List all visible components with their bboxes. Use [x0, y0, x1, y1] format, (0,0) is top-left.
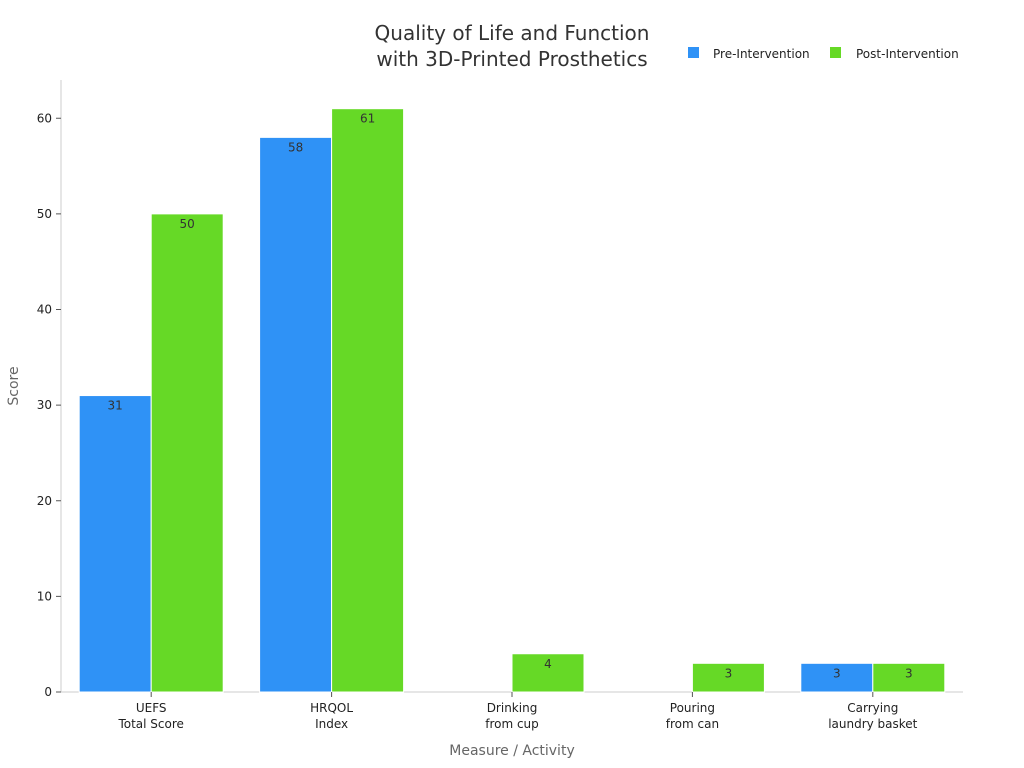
x-tick-label: from can [666, 717, 719, 731]
bar-value-label: 61 [360, 112, 375, 126]
y-ticks: 0 10 20 30 40 50 60 [37, 111, 61, 699]
bar-post [872, 662, 946, 693]
x-tick-label: Total Score [117, 717, 183, 731]
x-tick-label: HRQOL [310, 701, 353, 715]
bar-value-label: 58 [288, 140, 303, 154]
y-tick-label: 10 [37, 589, 52, 603]
chart-title-line-1: Quality of Life and Function [375, 21, 650, 45]
bar-value-label: 31 [108, 399, 123, 413]
x-tick-label: laundry basket [828, 717, 917, 731]
y-axis-label: Score [6, 366, 22, 405]
y-tick-label: 50 [37, 207, 52, 221]
bar-value-label: 50 [180, 217, 195, 231]
bar-post [331, 108, 405, 693]
legend-swatch-post [830, 47, 841, 58]
y-tick-label: 0 [44, 685, 52, 699]
bar-pre [78, 395, 152, 693]
legend-swatch-pre [688, 47, 699, 58]
y-tick-label: 20 [37, 494, 52, 508]
bars: 31 50 58 61 4 3 3 3 [78, 108, 946, 693]
legend-label-pre: Pre-Intervention [713, 47, 810, 61]
y-tick-label: 30 [37, 398, 52, 412]
x-axis-label: Measure / Activity [449, 743, 574, 759]
x-tick-label: UEFS [136, 701, 167, 715]
x-tick-label: from cup [485, 717, 539, 731]
x-tick-label: Carrying [847, 701, 898, 715]
bar-value-label: 4 [544, 657, 552, 671]
x-tick-label: Index [315, 717, 348, 731]
bar-value-label: 3 [833, 666, 841, 680]
bar-value-label: 3 [725, 666, 733, 680]
x-categories: UEFS Total Score HRQOL Index Drinking from cu… [117, 692, 918, 731]
bar-value-label: 3 [905, 666, 913, 680]
bar-post [691, 662, 765, 693]
y-tick-label: 60 [37, 111, 52, 125]
y-tick-label: 40 [37, 303, 52, 317]
legend: Pre-Intervention Post-Intervention [688, 47, 959, 61]
x-tick-label: Drinking [487, 701, 538, 715]
bar-pre [800, 662, 874, 693]
bar-post [511, 653, 585, 693]
bar-post [150, 213, 224, 693]
x-tick-label: Pouring [670, 701, 715, 715]
legend-label-post: Post-Intervention [856, 47, 959, 61]
bar-pre [259, 136, 333, 693]
chart-title-line-2: with 3D-Printed Prosthetics [376, 47, 647, 71]
